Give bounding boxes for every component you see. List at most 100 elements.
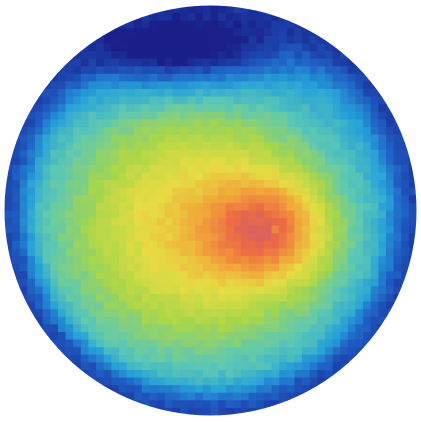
- heatmap-cell: [179, 301, 189, 310]
- heatmap-cell: [141, 187, 151, 196]
- heatmap-cell: [172, 347, 181, 356]
- heatmap-cell: [80, 218, 90, 227]
- heatmap-cell: [248, 119, 257, 128]
- heatmap-cell: [195, 157, 204, 166]
- heatmap-cell: [393, 104, 402, 113]
- heatmap-cell: [317, 96, 326, 105]
- heatmap-cell: [317, 225, 326, 234]
- heatmap-cell: [149, 377, 158, 386]
- heatmap-cell: [241, 407, 250, 416]
- heatmap-cell: [363, 339, 372, 348]
- heatmap-cell: [263, 271, 273, 280]
- heatmap-cell: [309, 195, 318, 204]
- heatmap-cell: [19, 126, 28, 136]
- heatmap-cell: [225, 51, 234, 60]
- heatmap-cell: [271, 400, 280, 409]
- heatmap-cell: [279, 316, 288, 325]
- heatmap-cell: [302, 73, 311, 83]
- heatmap-cell: [164, 157, 173, 166]
- heatmap-cell: [241, 111, 250, 120]
- heatmap-cell: [286, 218, 296, 227]
- heatmap-cell: [73, 263, 82, 272]
- heatmap-cell: [309, 362, 318, 371]
- heatmap-cell: [324, 66, 334, 75]
- heatmap-cell: [408, 263, 417, 272]
- heatmap-cell: [279, 385, 288, 394]
- heatmap-cell: [210, 104, 219, 113]
- heatmap-cell: [241, 43, 250, 52]
- heatmap-cell: [309, 218, 318, 227]
- heatmap-cell: [225, 225, 234, 234]
- heatmap-cell: [179, 218, 189, 227]
- heatmap-cell: [324, 369, 334, 379]
- heatmap-cell: [241, 354, 250, 363]
- heatmap-cell: [286, 309, 296, 318]
- heatmap-cell: [210, 142, 219, 151]
- heatmap-cell: [172, 51, 181, 60]
- heatmap-cell: [57, 240, 67, 250]
- heatmap-cell: [4, 240, 13, 250]
- heatmap-cell: [225, 271, 234, 280]
- heatmap-cell: [111, 89, 120, 98]
- heatmap-cell: [80, 81, 90, 90]
- heatmap-cell: [149, 278, 158, 288]
- heatmap-cell: [96, 149, 105, 158]
- heatmap-cell: [103, 66, 112, 75]
- heatmap-cell: [80, 210, 90, 219]
- heatmap-cell: [248, 331, 257, 341]
- heatmap-cell: [347, 187, 357, 196]
- heatmap-cell: [225, 89, 234, 98]
- heatmap-cell: [378, 324, 387, 333]
- heatmap-cell: [324, 51, 334, 60]
- heatmap-cell: [157, 354, 166, 363]
- heatmap-cell: [210, 58, 219, 67]
- heatmap-cell: [279, 301, 288, 310]
- heatmap-cell: [263, 35, 273, 45]
- heatmap-cell: [88, 180, 97, 189]
- heatmap-cell: [363, 248, 372, 257]
- heatmap-cell: [393, 180, 402, 189]
- heatmap-cell: [347, 134, 357, 143]
- heatmap-cell: [271, 210, 280, 219]
- heatmap-cell: [218, 89, 227, 98]
- heatmap-cell: [111, 286, 120, 295]
- heatmap-cell: [126, 294, 135, 303]
- heatmap-cell: [164, 142, 173, 151]
- heatmap-cell: [256, 5, 265, 14]
- heatmap-cell: [134, 142, 143, 151]
- heatmap-cell: [279, 278, 288, 288]
- heatmap-cell: [12, 202, 21, 212]
- heatmap-cell: [65, 316, 74, 325]
- heatmap-cell: [340, 271, 349, 280]
- heatmap-cell: [370, 218, 379, 227]
- heatmap-cell: [347, 202, 357, 212]
- heatmap-cell: [195, 104, 204, 113]
- heatmap-cell: [164, 58, 173, 67]
- heatmap-cell: [233, 195, 242, 204]
- heatmap-cell: [179, 142, 189, 151]
- heatmap-cell: [294, 157, 303, 166]
- heatmap-cell: [126, 316, 135, 325]
- heatmap-cell: [96, 195, 105, 204]
- heatmap-cell: [65, 202, 74, 212]
- heatmap-cell: [302, 149, 311, 158]
- heatmap-cell: [286, 66, 296, 75]
- heatmap-cell: [157, 43, 166, 52]
- heatmap-cell: [172, 142, 181, 151]
- heatmap-cell: [50, 278, 59, 288]
- heatmap-cell: [302, 362, 311, 371]
- heatmap-cell: [241, 362, 250, 371]
- heatmap-cell: [42, 96, 51, 105]
- heatmap-cell: [363, 73, 372, 83]
- heatmap-cell: [317, 157, 326, 166]
- heatmap-cell: [126, 180, 135, 189]
- heatmap-cell: [233, 324, 242, 333]
- heatmap-cell: [179, 294, 189, 303]
- heatmap-cell: [27, 187, 36, 196]
- heatmap-cell: [309, 126, 318, 136]
- heatmap-cell: [19, 218, 28, 227]
- heatmap-cell: [141, 263, 151, 272]
- heatmap-cell: [340, 362, 349, 371]
- heatmap-cell: [248, 400, 257, 409]
- heatmap-cell: [355, 256, 364, 265]
